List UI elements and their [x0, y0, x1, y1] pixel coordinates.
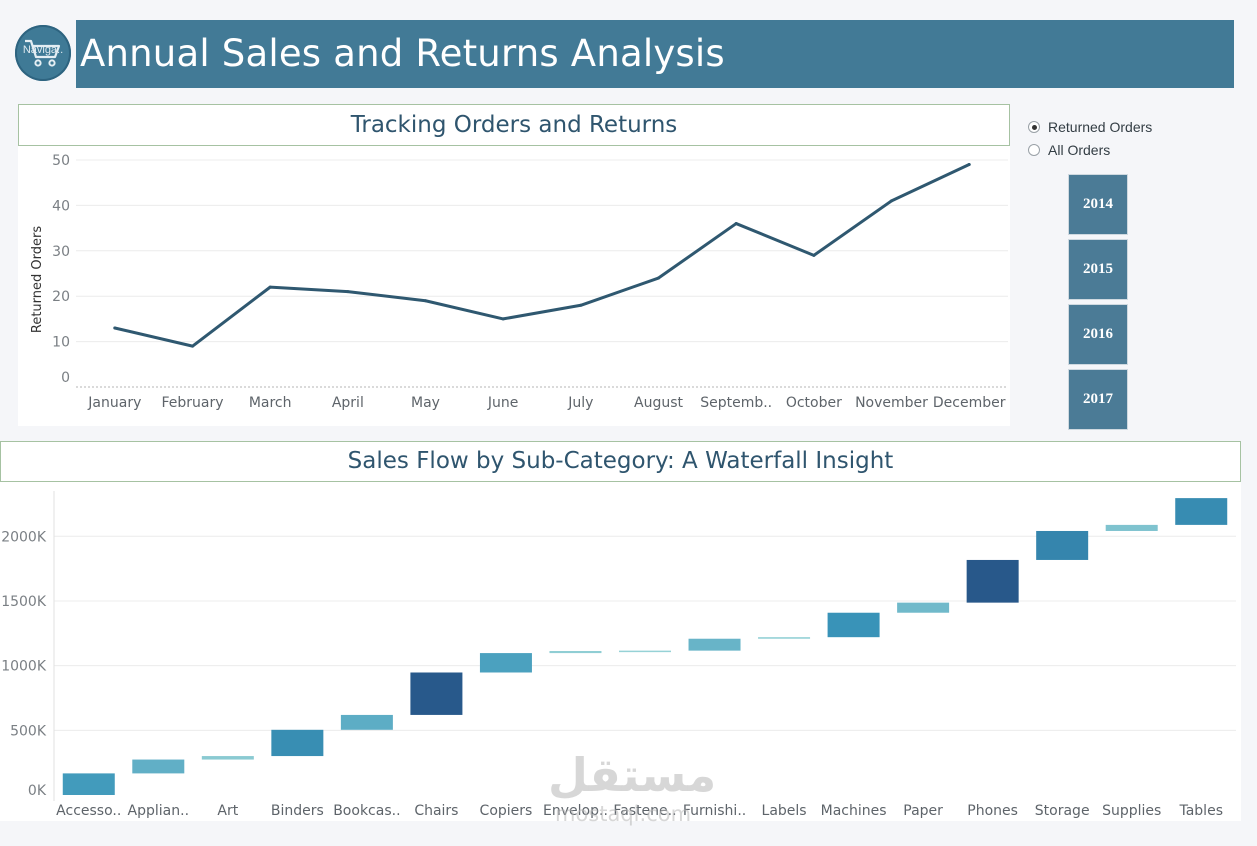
waterfall-bar — [340, 714, 393, 730]
x-tick-label: Art — [217, 803, 238, 819]
x-tick-label: March — [249, 395, 292, 411]
y-tick-label: 50 — [52, 153, 70, 169]
header-bar: Annual Sales and Returns Analysis — [76, 20, 1234, 88]
x-tick-label: October — [786, 395, 842, 411]
waterfall-bar — [1036, 530, 1089, 560]
waterfall-chart: 0K 500K 1000K 1500K 2000K Accesso.. Applian.. A… — [1, 491, 1236, 819]
x-tick-label: Applian.. — [128, 803, 189, 819]
x-tick-label: February — [161, 395, 223, 411]
waterfall-title: Sales Flow by Sub-Category: A Waterfall … — [347, 448, 894, 474]
data-point — [501, 317, 505, 321]
y-tick-label: 2000K — [1, 529, 47, 545]
waterfall-bar — [132, 759, 185, 774]
order-type-filter: Returned Orders All Orders — [1028, 117, 1152, 160]
waterfall-bar — [549, 651, 602, 654]
y-tick-label: 0 — [61, 370, 70, 386]
x-tick-label: May — [411, 395, 440, 411]
waterfall-bar — [479, 653, 532, 673]
y-tick-label: 500K — [10, 723, 47, 739]
radio-selected-icon[interactable] — [1028, 121, 1040, 133]
waterfall-bar — [827, 612, 880, 638]
x-tick-label: November — [855, 395, 928, 411]
data-point — [890, 199, 893, 203]
year-button-2016[interactable]: 2016 — [1068, 304, 1128, 365]
waterfall-bar — [271, 729, 324, 757]
data-point — [191, 344, 194, 348]
data-point — [812, 253, 816, 257]
y-tick-label: 0K — [28, 783, 47, 799]
x-tick-label: Accesso.. — [56, 803, 121, 819]
y-tick-label: 10 — [52, 335, 70, 351]
data-point — [657, 276, 660, 280]
line-chart-panel — [18, 104, 1010, 426]
data-point — [424, 299, 427, 303]
year-button-2014[interactable]: 2014 — [1068, 174, 1128, 235]
x-tick-label: Septemb.. — [700, 395, 772, 411]
waterfall-bar — [619, 650, 671, 653]
line-chart-title-box: Tracking Orders and Returns — [18, 104, 1010, 146]
radio-returned-orders[interactable]: Returned Orders — [1028, 117, 1152, 137]
y-tick-label: 20 — [52, 289, 70, 305]
year-filter: 2014 2015 2016 2017 — [1068, 174, 1128, 430]
shopping-cart-icon — [25, 39, 61, 67]
x-tick-label: July — [567, 395, 593, 411]
navigation-logo-button[interactable]: Naviga.. — [15, 25, 71, 81]
waterfall-bar — [758, 637, 811, 639]
x-tick-label: Phones — [967, 803, 1018, 819]
data-point — [967, 163, 971, 167]
year-button-2015[interactable]: 2015 — [1068, 239, 1128, 300]
x-tick-label: Labels — [762, 803, 807, 819]
waterfall-bar — [62, 773, 115, 795]
waterfall-bar — [1175, 498, 1228, 525]
waterfall-bar — [966, 559, 1019, 603]
waterfall-bar — [897, 602, 950, 613]
y-tick-label: 1500K — [1, 594, 47, 610]
waterfall-bar — [688, 638, 741, 651]
x-tick-label: April — [332, 395, 364, 411]
waterfall-bar — [1105, 524, 1158, 531]
x-tick-label: August — [634, 395, 684, 411]
line-chart-title: Tracking Orders and Returns — [350, 112, 678, 138]
x-tick-label: Envelop.. — [543, 803, 608, 819]
radio-all-orders[interactable]: All Orders — [1028, 140, 1152, 160]
y-tick-label: 1000K — [1, 659, 47, 675]
y-tick-label: 30 — [52, 244, 70, 260]
x-tick-label: January — [87, 395, 141, 411]
radio-label: Returned Orders — [1048, 119, 1153, 135]
waterfall-bar — [201, 756, 254, 760]
x-tick-label: December — [933, 395, 1006, 411]
year-button-2017[interactable]: 2017 — [1068, 369, 1128, 430]
x-tick-label: Machines — [821, 803, 887, 819]
x-tick-label: Supplies — [1102, 803, 1161, 819]
x-tick-label: Paper — [903, 803, 943, 819]
x-tick-label: Bookcas.. — [333, 803, 400, 819]
x-tick-label: Tables — [1178, 803, 1223, 819]
x-tick-label: Fastene.. — [613, 803, 676, 819]
y-axis-label: Returned Orders — [30, 226, 45, 333]
x-tick-label: Binders — [271, 803, 324, 819]
x-tick-label: June — [487, 395, 519, 411]
x-tick-label: Copiers — [480, 803, 533, 819]
waterfall-title-box: Sales Flow by Sub-Category: A Waterfall … — [0, 441, 1241, 482]
radio-unselected-icon[interactable] — [1028, 144, 1040, 156]
line-chart: 0 10 20 30 40 50 Returned Orders January Februar… — [30, 153, 1008, 411]
data-point — [346, 290, 350, 294]
watermark-latin: mostaql.com — [555, 802, 692, 826]
data-point — [268, 285, 272, 289]
watermark-arabic: مستقل — [548, 748, 717, 802]
x-tick-label: Storage — [1035, 803, 1090, 819]
x-tick-label: Furnishi.. — [683, 803, 746, 819]
waterfall-bar — [410, 672, 463, 715]
logo-label: Naviga.. — [22, 44, 64, 56]
data-point — [113, 326, 117, 330]
y-tick-label: 40 — [52, 198, 70, 214]
radio-label: All Orders — [1048, 142, 1111, 158]
data-point — [579, 303, 583, 307]
x-tick-label: Chairs — [414, 803, 458, 819]
data-point — [734, 222, 738, 226]
page-title: Annual Sales and Returns Analysis — [80, 32, 725, 75]
series-line — [113, 163, 971, 348]
